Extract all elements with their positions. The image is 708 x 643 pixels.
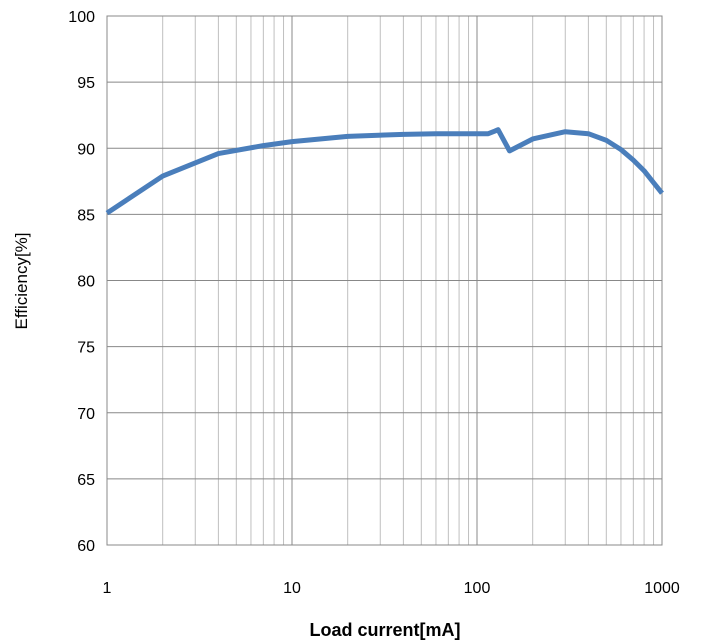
plot-frame	[106, 15, 663, 546]
y-tick-label: 85	[77, 207, 95, 224]
y-tick-label: 65	[77, 472, 95, 489]
y-tick-label: 70	[77, 406, 95, 423]
x-tick-labels: 1 10 100 1000	[103, 580, 680, 597]
y-tick-labels: 60 65 70 75 80 85 90 95 100	[68, 9, 95, 555]
y-axis-label: Efficiency[%]	[12, 232, 31, 329]
x-tick-label: 10	[283, 580, 301, 597]
x-axis-label: Load current[mA]	[309, 620, 460, 640]
y-tick-label: 80	[77, 274, 95, 291]
grid-major	[106, 15, 663, 546]
y-tick-label: 95	[77, 75, 95, 92]
x-tick-label: 1	[103, 580, 112, 597]
series-layer	[105, 127, 664, 216]
y-tick-label: 75	[77, 340, 95, 357]
x-tick-label: 1000	[644, 580, 680, 597]
y-tick-label: 90	[77, 141, 95, 158]
y-tick-label: 100	[68, 9, 95, 26]
x-tick-label: 100	[464, 580, 491, 597]
efficiency-series-line	[105, 127, 664, 216]
y-tick-label: 60	[77, 538, 95, 555]
